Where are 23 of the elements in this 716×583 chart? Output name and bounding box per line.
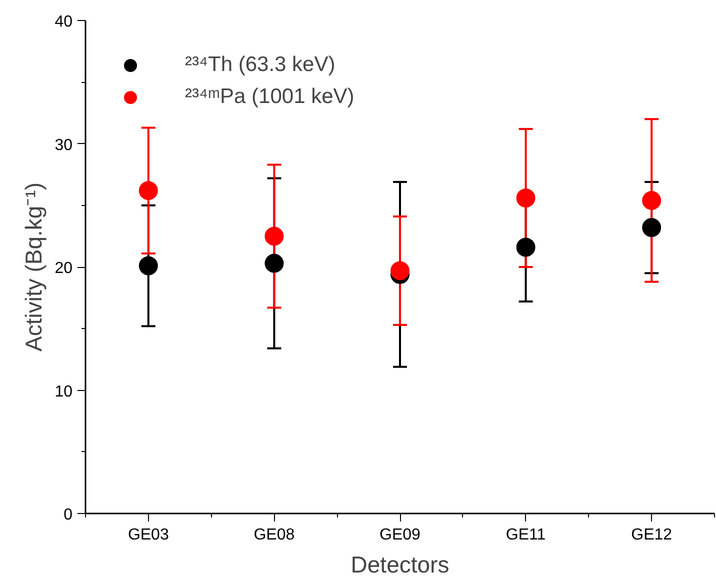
legend-label: ²³⁴Th (63.3 keV)	[185, 53, 336, 77]
point	[642, 190, 662, 210]
y-tick-label: 20	[54, 260, 73, 277]
point	[264, 226, 284, 246]
x-axis-title: Detectors	[350, 552, 450, 578]
point	[138, 256, 158, 276]
point	[138, 181, 158, 200]
point	[516, 188, 536, 208]
legend-label: ²³⁴ᵐPa (1001 keV)	[185, 85, 354, 109]
x-tick-label: GE09	[380, 526, 421, 544]
point	[642, 218, 662, 238]
x-tick-label: GE12	[631, 526, 672, 544]
x-tick-label: GE03	[128, 526, 169, 544]
point	[516, 238, 536, 257]
point	[390, 261, 410, 280]
y-axis-title: Activity (Bq.kg⁻¹)	[20, 182, 47, 352]
x-tick-label: GE08	[254, 526, 295, 544]
x-tick-label: GE11	[506, 526, 546, 544]
y-tick-label: 30	[54, 136, 73, 154]
y-tick-label: 40	[54, 14, 73, 30]
y-tick-label: 10	[54, 383, 73, 400]
y-tick-label: 0	[64, 506, 73, 524]
point	[264, 254, 284, 273]
